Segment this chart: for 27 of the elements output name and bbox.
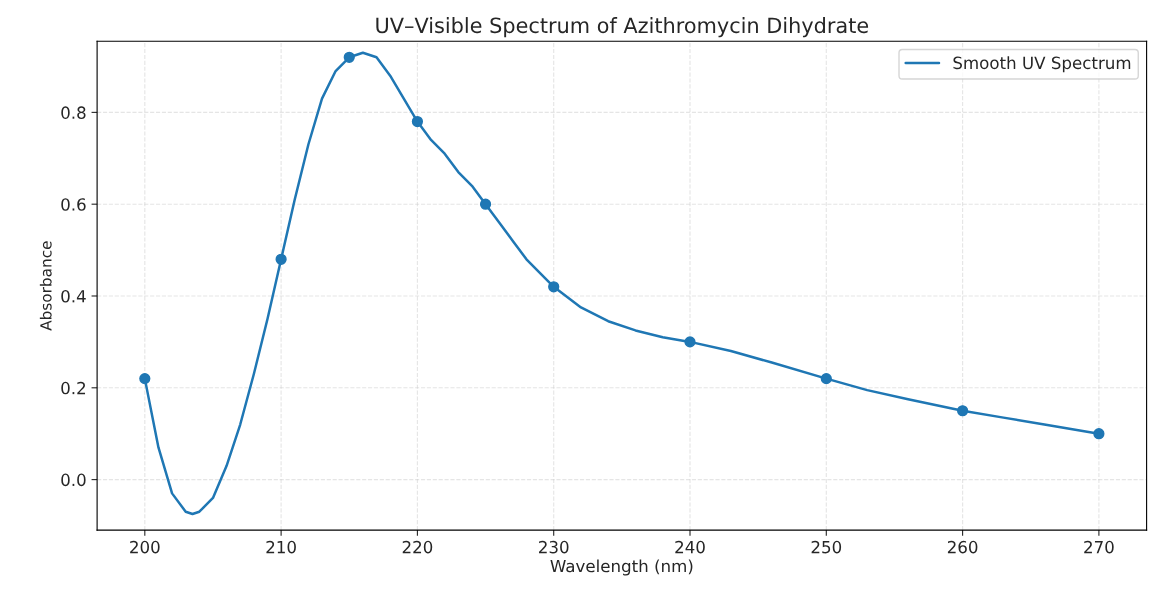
- y-tick-label: 0.2: [61, 381, 86, 395]
- x-axis-title: Wavelength (nm): [550, 559, 693, 576]
- point: [479, 198, 492, 210]
- legend-label: Smooth UV Spectrum: [953, 56, 1131, 73]
- point: [411, 115, 424, 128]
- point: [820, 373, 832, 385]
- point: [956, 405, 969, 417]
- point: [139, 373, 151, 385]
- x-tick-label: 240: [675, 540, 705, 554]
- x-tick-label: 220: [402, 540, 433, 554]
- point: [275, 253, 287, 265]
- x-tick-label: 210: [266, 540, 296, 554]
- x-tick-label: 250: [811, 540, 842, 554]
- x-tick-label: 200: [130, 540, 160, 554]
- y-tick-label: 0.4: [61, 289, 86, 303]
- x-tick-label: 230: [539, 540, 569, 554]
- point: [684, 336, 696, 348]
- point: [343, 51, 355, 63]
- point: [1093, 428, 1105, 440]
- x-tick-label: 260: [947, 540, 978, 554]
- y-tick-label: 0.6: [61, 198, 86, 211]
- y-tick-label: 0.8: [61, 106, 86, 119]
- chart-title: UV–Visible Spectrum of Azithromycin Dihydrate: [376, 17, 869, 38]
- point: [548, 281, 560, 293]
- y-axis-title: Absorbance: [39, 241, 52, 331]
- y-tick-label: 0.0: [61, 473, 86, 487]
- x-tick-label: 270: [1084, 540, 1114, 554]
